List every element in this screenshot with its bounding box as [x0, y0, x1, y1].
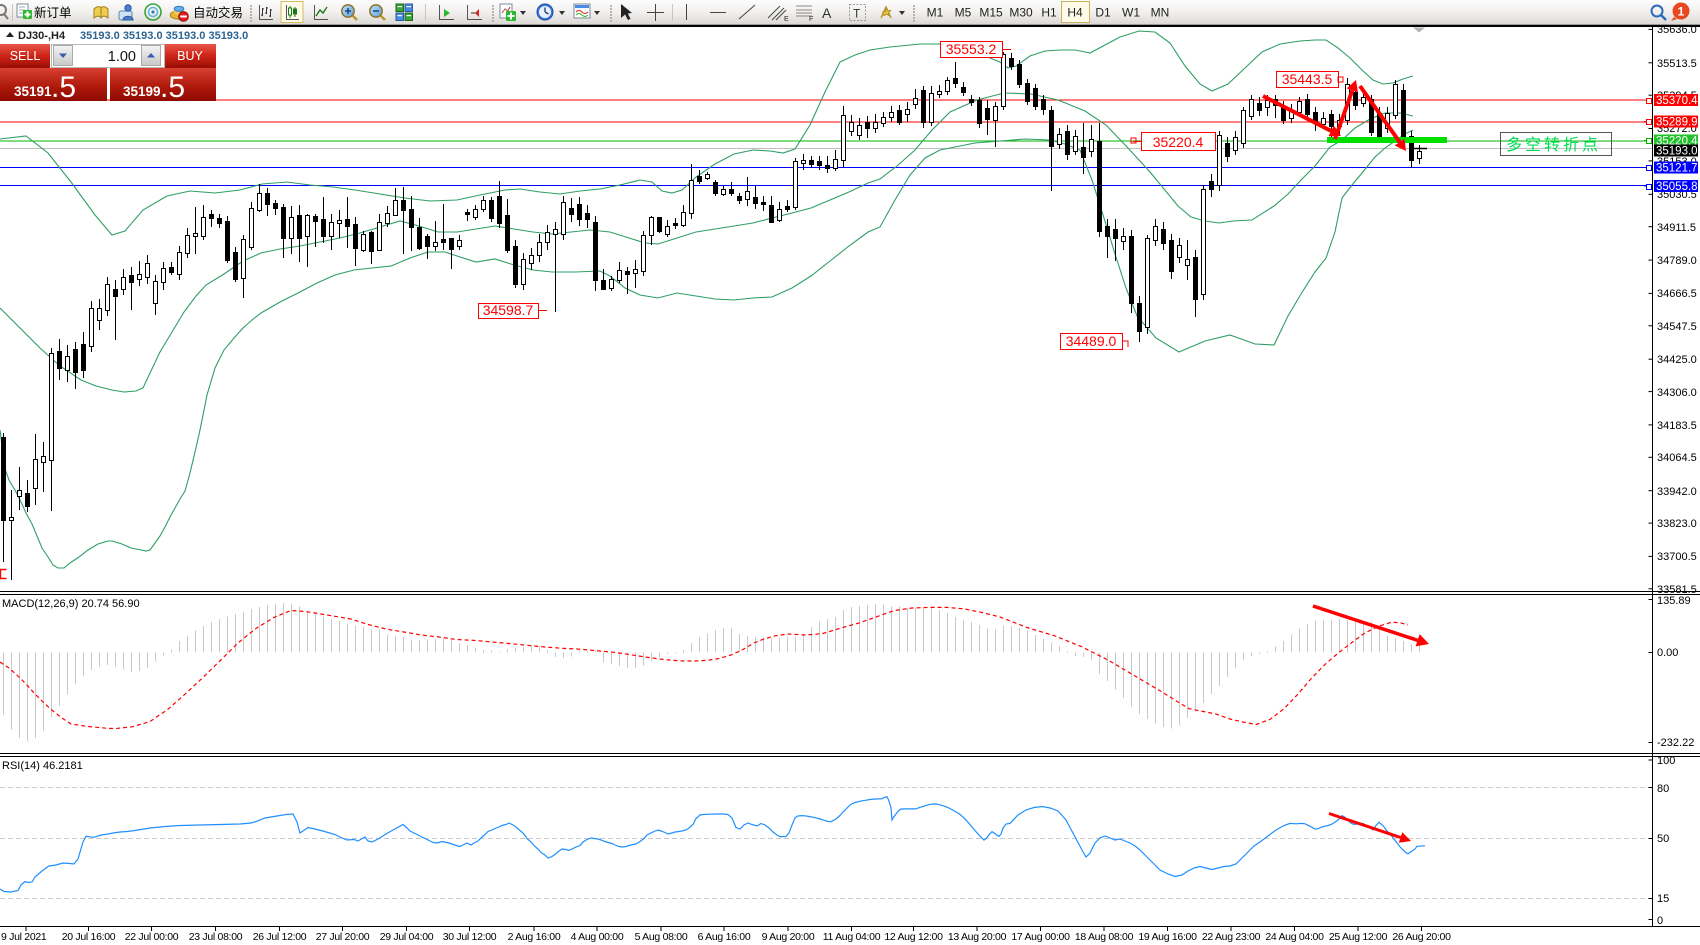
svg-text:25 Aug 12:00: 25 Aug 12:00 — [1329, 931, 1388, 943]
svg-text:23 Jul 08:00: 23 Jul 08:00 — [189, 931, 243, 943]
svg-text:6 Aug 16:00: 6 Aug 16:00 — [698, 931, 751, 943]
svg-text:35636.0: 35636.0 — [1657, 26, 1697, 36]
svg-text:2 Aug 16:00: 2 Aug 16:00 — [508, 931, 561, 943]
svg-text:35193.0 35193.0 35193.0 35193.: 35193.0 35193.0 35193.0 35193.0 — [80, 30, 248, 42]
svg-text:M15: M15 — [979, 6, 1003, 20]
svg-text:22 Aug 23:00: 22 Aug 23:00 — [1202, 931, 1261, 943]
svg-text:SELL: SELL — [10, 49, 41, 63]
svg-text:35513.5: 35513.5 — [1657, 58, 1697, 70]
svg-text:35220.4: 35220.4 — [1153, 134, 1204, 150]
svg-text:35121.7: 35121.7 — [1656, 163, 1698, 175]
svg-text:33700.5: 33700.5 — [1657, 551, 1697, 563]
svg-text:17 Aug 00:00: 17 Aug 00:00 — [1011, 931, 1070, 943]
svg-text:M30: M30 — [1009, 6, 1033, 20]
svg-text:34489.0: 34489.0 — [1066, 333, 1117, 349]
svg-text:20 Jul 16:00: 20 Jul 16:00 — [62, 931, 116, 943]
svg-text:自动交易: 自动交易 — [193, 5, 243, 20]
svg-text:H1: H1 — [1041, 6, 1057, 20]
svg-text:A: A — [822, 5, 832, 21]
svg-text:5 Aug 08:00: 5 Aug 08:00 — [635, 931, 688, 943]
svg-text:MACD(12,26,9) 20.74 56.90: MACD(12,26,9) 20.74 56.90 — [2, 598, 140, 610]
svg-text:34064.5: 34064.5 — [1657, 452, 1697, 464]
svg-text:80: 80 — [1657, 783, 1669, 795]
svg-text:T: T — [853, 7, 861, 21]
svg-text:D1: D1 — [1095, 6, 1111, 20]
svg-text:34547.5: 34547.5 — [1657, 321, 1697, 333]
svg-text:E: E — [784, 16, 789, 23]
svg-text:24 Aug 04:00: 24 Aug 04:00 — [1265, 931, 1324, 943]
svg-text:35289.9: 35289.9 — [1656, 117, 1698, 129]
svg-text:35199: 35199 — [123, 84, 161, 99]
svg-text:F: F — [809, 16, 813, 23]
svg-text:18 Aug 08:00: 18 Aug 08:00 — [1075, 931, 1134, 943]
svg-text:33581.5: 33581.5 — [1657, 584, 1697, 596]
svg-text:11 Aug 04:00: 11 Aug 04:00 — [823, 931, 881, 943]
svg-text:H4: H4 — [1067, 6, 1083, 20]
svg-text:13 Aug 20:00: 13 Aug 20:00 — [948, 931, 1007, 943]
svg-text:35443.5: 35443.5 — [1282, 71, 1333, 87]
svg-text:33942.0: 33942.0 — [1657, 486, 1697, 498]
svg-text:34425.0: 34425.0 — [1657, 354, 1697, 366]
svg-text:35055.8: 35055.8 — [1656, 181, 1698, 193]
svg-text:34306.0: 34306.0 — [1657, 387, 1697, 399]
svg-text:0.00: 0.00 — [1657, 647, 1678, 659]
svg-text:DJ30-,H4: DJ30-,H4 — [18, 30, 66, 42]
svg-text:27 Jul 20:00: 27 Jul 20:00 — [316, 931, 370, 943]
svg-text:35193.0: 35193.0 — [1656, 146, 1698, 158]
svg-text:50: 50 — [1657, 833, 1669, 845]
svg-text:.5: .5 — [51, 71, 76, 102]
svg-text:RSI(14) 46.2181: RSI(14) 46.2181 — [2, 760, 83, 772]
svg-text:34911.5: 34911.5 — [1657, 222, 1696, 234]
svg-text:34666.5: 34666.5 — [1657, 288, 1697, 300]
svg-text:26 Jul 12:00: 26 Jul 12:00 — [253, 931, 307, 943]
svg-text:1: 1 — [1678, 5, 1685, 19]
svg-text:15: 15 — [1657, 893, 1669, 905]
svg-text:33823.0: 33823.0 — [1657, 518, 1697, 530]
svg-text:M5: M5 — [955, 6, 972, 20]
svg-text:多空转折点: 多空转折点 — [1506, 136, 1601, 154]
svg-text:34183.5: 34183.5 — [1657, 420, 1697, 432]
svg-text:29 Jul 04:00: 29 Jul 04:00 — [380, 931, 434, 943]
svg-text:34789.0: 34789.0 — [1657, 255, 1697, 267]
svg-text:M1: M1 — [927, 6, 944, 20]
svg-text:35553.2: 35553.2 — [946, 41, 997, 57]
svg-text:4 Aug 00:00: 4 Aug 00:00 — [571, 931, 624, 943]
svg-text:26 Aug 20:00: 26 Aug 20:00 — [1392, 931, 1451, 943]
svg-text:9 Jul 2021: 9 Jul 2021 — [1, 931, 47, 943]
svg-text:MN: MN — [1151, 6, 1170, 20]
svg-text:1.00: 1.00 — [108, 49, 136, 65]
svg-text:新订单: 新订单 — [34, 5, 72, 20]
svg-text:135.89: 135.89 — [1657, 595, 1691, 607]
svg-text:BUY: BUY — [177, 49, 203, 63]
svg-text:19 Aug 16:00: 19 Aug 16:00 — [1138, 931, 1197, 943]
svg-text:22 Jul 00:00: 22 Jul 00:00 — [125, 931, 179, 943]
svg-text:35370.4: 35370.4 — [1656, 95, 1698, 107]
svg-text:-232.22: -232.22 — [1657, 737, 1694, 749]
svg-text:12 Aug 12:00: 12 Aug 12:00 — [884, 931, 943, 943]
svg-text:30 Jul 12:00: 30 Jul 12:00 — [443, 931, 497, 943]
svg-text:34598.7: 34598.7 — [483, 302, 534, 318]
svg-text:.5: .5 — [160, 71, 185, 102]
svg-text:0: 0 — [1657, 915, 1663, 927]
svg-text:100: 100 — [1657, 755, 1675, 767]
svg-text:9 Aug 20:00: 9 Aug 20:00 — [762, 931, 815, 943]
svg-text:35191: 35191 — [14, 84, 52, 99]
svg-text:W1: W1 — [1122, 6, 1140, 20]
